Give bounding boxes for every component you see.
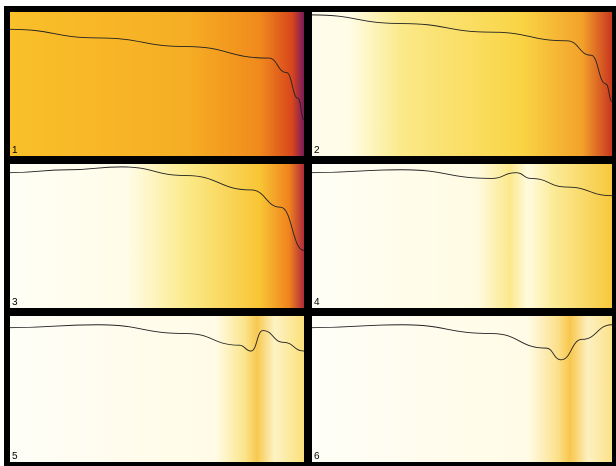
panel-label: 3 (12, 297, 18, 308)
panel-label: 2 (314, 145, 320, 156)
heatmap-panel (312, 12, 612, 156)
panel-label: 4 (314, 297, 320, 308)
profile-curve (9, 166, 305, 251)
heatmap-panel (10, 12, 304, 156)
profile-curve (311, 169, 613, 197)
heatmap-panel (312, 316, 612, 462)
panel-label: 6 (314, 451, 320, 462)
heatmap-panel (10, 316, 304, 462)
profile-curve (9, 28, 305, 121)
panel-label: 5 (12, 451, 18, 462)
profile-curve (311, 324, 613, 361)
profile-curve (311, 14, 613, 102)
heatmap-panel (10, 164, 304, 308)
profile-curve (9, 324, 305, 352)
panel-label: 1 (12, 145, 18, 156)
heatmap-panel (312, 164, 612, 308)
